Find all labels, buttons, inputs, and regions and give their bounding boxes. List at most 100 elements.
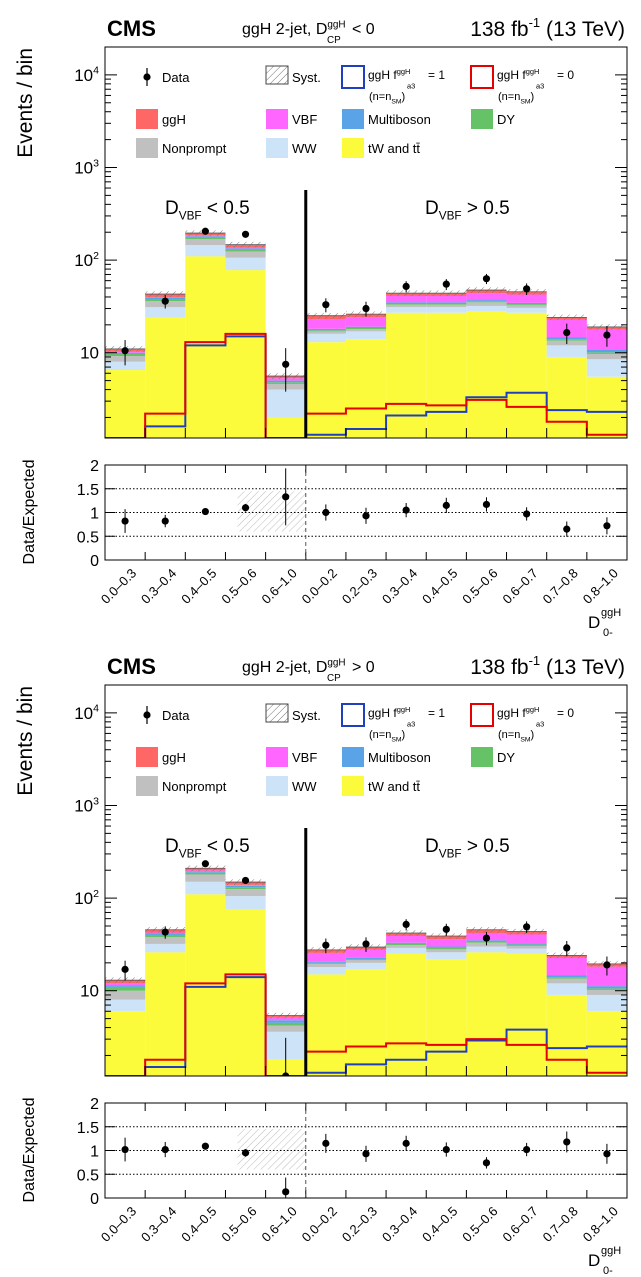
legend-data-label: Data [162,708,190,723]
legend-label-f0-sub-part: a3 [536,82,544,91]
bar-mb [506,302,547,305]
bar-vbf [225,247,266,249]
legend-label-np: Nonprompt [162,141,227,156]
ratio-point [563,525,571,533]
y-tick-label-part: 10 [80,982,99,1001]
region-label-left-part: D [165,836,179,857]
bar-ww [426,952,467,960]
x-axis-title-sub-part: 0- [603,627,613,639]
legend-label-f0-part: ggH f [497,68,526,82]
category-title-part: ggH [327,657,345,668]
bar-dy [305,962,346,964]
bar-np [546,978,587,984]
bar-vbf [386,935,427,943]
region-label-right-part: VBF [439,210,462,223]
bar-vbf [386,295,427,303]
bar-mb [265,1020,306,1023]
ratio-point [402,506,410,514]
legend-note-f1-part: ) [402,91,406,103]
x-tick-label: 0.8–1.0 [580,566,621,607]
x-axis-title-sup-part: ggH [601,607,621,619]
bar-mb [225,885,266,888]
x-tick-label: 0.0–0.3 [98,566,139,607]
legend-label-f1-sub: a3​ [407,82,415,91]
ratio-point [161,517,169,525]
bar-mb [586,986,627,989]
bar-np [145,937,186,944]
legend-note-f1-part: SM [391,98,402,105]
y-tick-label-part: 2 [93,250,99,262]
bar-mb [185,871,226,873]
y-tick-label-part: 10 [80,344,99,363]
legend-label-f0-part: ggH [526,705,540,714]
ratio-point [322,1139,330,1147]
category-title: ggH 2-jet, DggH​ [242,657,346,676]
legend-swatch-np [136,776,158,796]
bar-top [185,894,226,1076]
bar-mb [105,985,146,987]
bar-ww [506,948,547,954]
legend-swatch-ww [266,776,288,796]
legend-label-f1-sub-part: a3 [407,82,415,91]
bar-top [386,312,427,438]
y-axis-title: Events / bin [14,48,37,158]
bar-dy [345,959,387,960]
data-point [482,934,491,942]
data-point [282,1072,290,1076]
legend-swatch-top [342,138,364,158]
main-plot-area [105,860,627,1076]
ratio-y-tick-label: 0.5 [77,1167,99,1184]
bar-np [345,959,387,963]
ratio-point [322,508,330,517]
bar-ww [345,331,387,340]
data-point [362,304,370,313]
legend-swatch-vbf [266,109,288,129]
region-label-right: DVBF​ > 0.5 [425,198,510,223]
x-axis-title-sub: 0- [603,1265,613,1277]
bar-dy [265,1022,306,1026]
bar-top [426,312,467,438]
ratio-y-tick-label: 1.5 [77,1120,99,1137]
x-tick-label: 0.4–0.5 [178,1204,219,1245]
bar-dy [345,327,387,330]
legend-syst-swatch [265,65,289,85]
data-point [523,923,531,931]
x-tick-label: 0.5–0.6 [459,566,500,607]
ratio-point [282,1188,290,1196]
data-point [523,285,531,293]
x-axis-title-sup-part: ggH [601,1245,621,1257]
data-point [241,230,250,238]
bar-mb [546,975,587,978]
x-tick-label: 0.3–0.4 [138,1204,179,1245]
bar-vbf [305,952,346,962]
ratio-point [402,1139,410,1147]
legend-swatch-f1 [341,703,365,727]
signal-line-f1 [105,335,627,438]
region-label-left-part: VBF [179,848,202,861]
bar-top [506,953,547,1076]
bar-ww [305,967,346,975]
category-cut: > 0 [352,659,375,676]
legend-data-marker [143,711,151,719]
x-tick-label: 0.2–0.3 [339,566,380,607]
bar-top [506,312,547,438]
bar-np [586,353,627,360]
x-tick-label: 0.0–0.3 [98,1204,139,1245]
data-point [241,876,250,885]
region-label-left: DVBF​ < 0.5 [165,198,250,223]
category-sub-part: CP [327,35,341,46]
legend-label-dy: DY [497,750,515,765]
bar-dy [185,872,226,875]
bar-top [386,953,427,1076]
y-tick-label-part: 10 [74,158,93,177]
x-tick-label: 0.6–0.7 [499,1204,540,1245]
y-tick-label-part: 3 [93,157,99,169]
bar-top [225,909,266,1076]
data-point [201,227,209,235]
legend-swatch-f0 [470,65,494,89]
bar-mb [586,349,627,353]
legend-label-top: tW and tt̄ [368,141,420,156]
y-tick-label: 104​ [74,703,99,723]
ratio-point [442,501,450,509]
ratio-point [563,1138,571,1146]
